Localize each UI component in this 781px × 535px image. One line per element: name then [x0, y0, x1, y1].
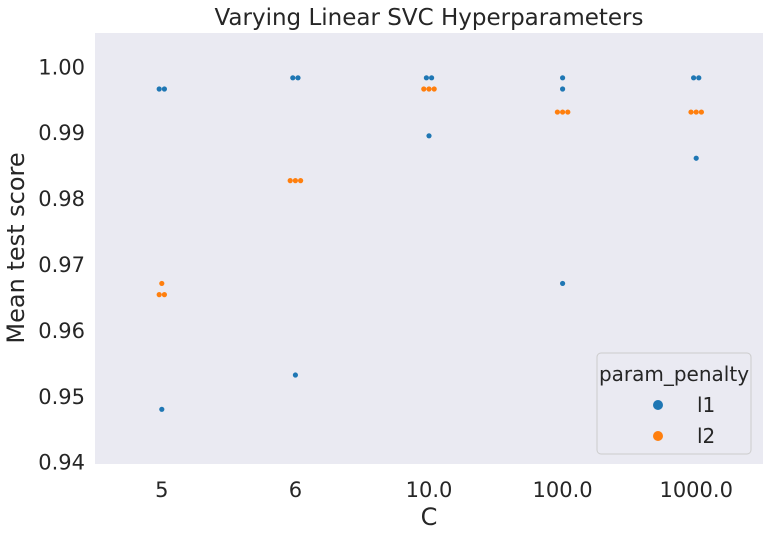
data-point-l1	[560, 75, 566, 81]
data-point-l2	[298, 178, 304, 184]
data-point-l2	[156, 292, 162, 298]
y-tick-label: 1.00	[38, 55, 85, 79]
data-point-l2	[421, 86, 427, 92]
data-point-l2	[554, 109, 561, 115]
x-tick-label: 1000.0	[659, 478, 732, 502]
data-point-l2	[287, 178, 293, 184]
data-point-l2	[426, 86, 432, 92]
legend-box	[596, 352, 752, 455]
y-tick-label: 0.97	[38, 253, 85, 277]
data-point-l2	[688, 109, 694, 115]
x-tick-label: 100.0	[533, 478, 593, 502]
x-tick-label: 5	[155, 478, 168, 502]
x-axis-label: C	[421, 503, 438, 531]
data-point-l1	[290, 75, 296, 81]
y-tick-label: 0.94	[38, 451, 85, 475]
data-point-l1	[295, 75, 301, 81]
data-point-l1	[156, 86, 162, 92]
data-point-l2	[565, 109, 571, 115]
data-point-l2	[431, 86, 437, 92]
data-point-l1	[560, 280, 566, 287]
x-tick-labels: 5 6 10.0 100.0 1000.0	[155, 478, 733, 502]
data-point-l1	[423, 75, 429, 81]
data-point-l1	[691, 75, 697, 81]
y-tick-label: 0.98	[38, 187, 85, 211]
legend: param_penalty l1 l2	[596, 352, 752, 455]
y-tick-label: 0.96	[38, 319, 85, 343]
data-point-l1	[693, 155, 699, 161]
legend-marker-l2	[653, 431, 663, 441]
chart-title: Varying Linear SVC Hyperparameters	[214, 5, 643, 31]
y-tick-label: 0.99	[38, 121, 85, 145]
x-tick-label: 6	[289, 478, 302, 502]
data-point-l2	[698, 109, 705, 115]
data-point-l2	[159, 280, 165, 287]
data-point-l2	[161, 292, 167, 298]
y-axis-label: Mean test score	[2, 152, 30, 343]
legend-title: param_penalty	[599, 362, 749, 386]
data-point-l2	[292, 178, 298, 184]
data-point-l1	[159, 406, 165, 412]
data-point-l1	[161, 86, 167, 92]
legend-label-l1: l1	[697, 393, 715, 417]
data-point-l1	[426, 133, 432, 139]
y-tick-labels: 0.94 0.95 0.96 0.97 0.98 0.99 1.00	[38, 55, 85, 474]
x-tick-label: 10.0	[406, 478, 453, 502]
data-point-l1	[560, 86, 566, 92]
legend-label-l2: l2	[697, 424, 715, 448]
data-points	[156, 75, 705, 412]
data-point-l1	[292, 372, 298, 378]
y-tick-label: 0.95	[38, 385, 85, 409]
data-point-l1	[429, 75, 435, 81]
data-point-l2	[693, 109, 699, 115]
legend-marker-l1	[653, 400, 663, 410]
data-point-l2	[560, 109, 566, 115]
data-point-l1	[696, 75, 702, 81]
